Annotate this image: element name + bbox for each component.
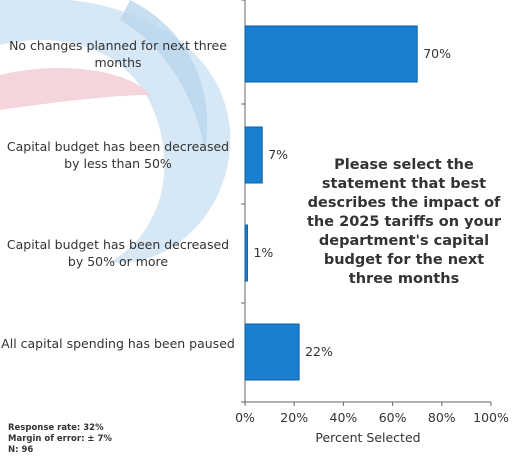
swirl-red-shape bbox=[0, 67, 150, 110]
bar bbox=[244, 25, 418, 83]
background-swirl-decoration bbox=[0, 0, 231, 263]
survey-footnotes: Response rate: 32% Margin of error: ± 7%… bbox=[8, 423, 112, 456]
swirl-blue-accent bbox=[120, 0, 208, 150]
x-tick-label: 100% bbox=[473, 410, 509, 425]
margin-of-error-note: Margin of error: ± 7% bbox=[8, 434, 112, 444]
category-label: Capital budget has been decreased by 50%… bbox=[6, 237, 230, 269]
bar-value-label: 7% bbox=[268, 147, 288, 162]
question-annotation: Please select the statement that best de… bbox=[306, 157, 502, 287]
bar-value-label: 70% bbox=[423, 46, 451, 61]
category-label: All capital spending has been paused bbox=[1, 336, 235, 351]
x-tick-label: 0% bbox=[235, 410, 255, 425]
bar bbox=[244, 323, 300, 381]
sample-size-note: N: 96 bbox=[8, 445, 34, 455]
x-tick-label: 60% bbox=[379, 410, 407, 425]
category-label: No changes planned for next three months bbox=[9, 38, 227, 70]
x-tick-label: 20% bbox=[280, 410, 308, 425]
bar bbox=[244, 224, 248, 282]
x-tick-label: 80% bbox=[428, 410, 456, 425]
bar-value-label: 22% bbox=[305, 344, 333, 359]
chart-bars bbox=[244, 25, 418, 381]
bar bbox=[244, 126, 263, 184]
response-rate-note: Response rate: 32% bbox=[8, 423, 104, 433]
x-tick-label: 40% bbox=[330, 410, 358, 425]
chart-tick-labels: 0% 20% 40% 60% 80% 100% bbox=[235, 402, 509, 425]
chart-value-labels: 70% 7% 1% 22% bbox=[253, 46, 451, 359]
bar-value-label: 1% bbox=[253, 245, 273, 260]
category-label: Capital budget has been decreased by les… bbox=[6, 139, 230, 171]
x-axis-label: Percent Selected bbox=[315, 430, 421, 445]
